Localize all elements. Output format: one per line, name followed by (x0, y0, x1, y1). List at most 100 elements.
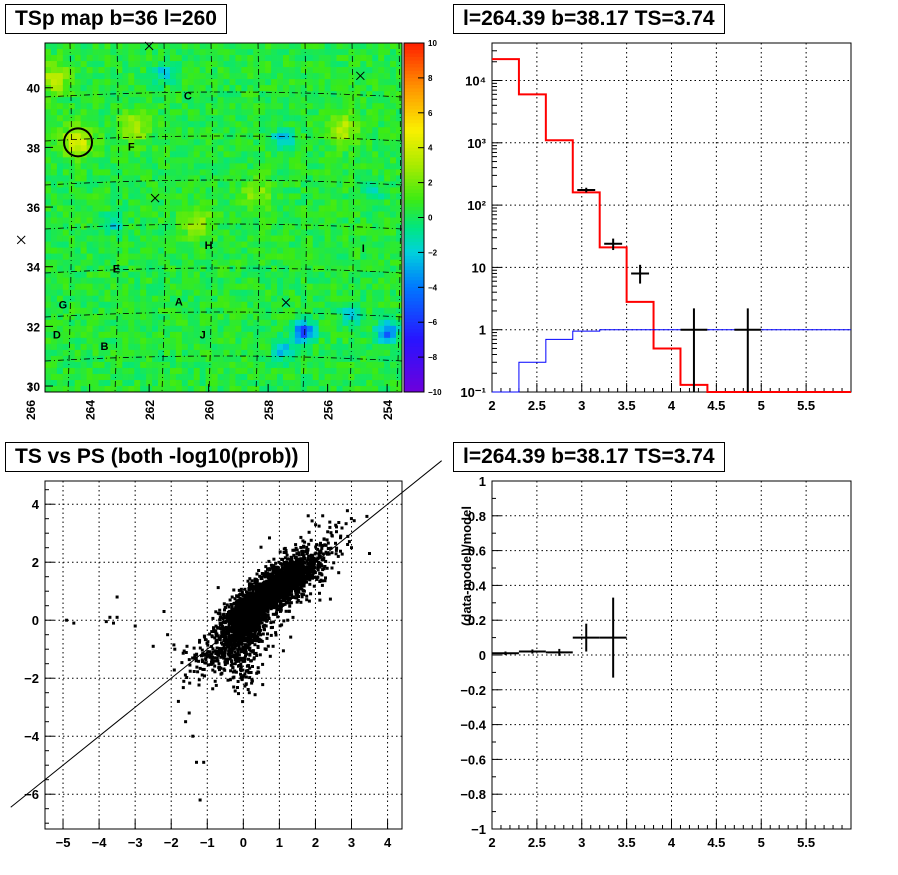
heatmap-cell (175, 355, 183, 363)
heatmap-cell (86, 229, 93, 236)
heatmap-cell (336, 211, 343, 218)
heatmap-cell (223, 247, 230, 255)
heatmap-cell (324, 295, 331, 303)
heatmap-cell (56, 109, 64, 116)
heatmap-cell (217, 241, 224, 248)
heatmap-cell (378, 361, 385, 369)
heatmap-cell (128, 169, 135, 176)
heatmap-cell (86, 247, 93, 255)
heatmap-cell (372, 385, 379, 393)
heatmap-cell (181, 373, 189, 381)
heatmap-cell (366, 115, 373, 122)
heatmap-cell (241, 277, 248, 285)
heatmap-cell (378, 61, 385, 68)
heatmap-cell (271, 199, 278, 206)
coordinate-grid-line (255, 42, 260, 393)
heatmap-cell (62, 49, 70, 56)
heatmap-cell (116, 211, 123, 218)
heatmap-cell (259, 175, 266, 182)
heatmap-cell (199, 43, 207, 50)
y-tick-label: −2 (24, 671, 39, 686)
heatmap-cell (300, 43, 308, 50)
heatmap-cell (306, 379, 314, 387)
heatmap-cell (199, 259, 207, 267)
heatmap-cell (80, 205, 88, 212)
heatmap-cell (86, 361, 93, 369)
heatmap-cell (80, 79, 88, 86)
heatmap-cell (122, 343, 129, 351)
heatmap-cell (104, 331, 111, 339)
heatmap-cell (336, 73, 343, 80)
heatmap-cell (294, 61, 302, 68)
heatmap-cell (342, 301, 349, 309)
heatmap-cell (330, 367, 337, 375)
heatmap-cell (158, 235, 165, 242)
heatmap-cell (312, 331, 320, 339)
heatmap-cell (164, 289, 171, 297)
heatmap-cell (223, 379, 230, 387)
heatmap-cell (312, 319, 320, 327)
heatmap-cell (199, 337, 207, 345)
heatmap-cell (283, 367, 290, 375)
heatmap-cell (169, 133, 177, 140)
heatmap-cell (86, 157, 93, 164)
heatmap-cell (98, 193, 105, 200)
heatmap-cell (199, 217, 207, 224)
colorbar-segment (404, 308, 424, 313)
heatmap-cell (74, 379, 82, 387)
heatmap-cell (152, 259, 159, 267)
heatmap-cell (259, 49, 266, 56)
heatmap-cell (122, 361, 129, 369)
heatmap-cell (211, 199, 218, 206)
heatmap-cell (152, 145, 159, 152)
heatmap-cell (354, 217, 361, 224)
heatmap-cell (152, 253, 159, 261)
heatmap-cell (104, 139, 111, 146)
heatmap-cell (342, 85, 349, 92)
heatmap-cell (348, 283, 355, 291)
heatmap-cell (223, 337, 230, 345)
heatmap-cell (211, 181, 218, 188)
heatmap-cell (158, 163, 165, 170)
heatmap-cell (74, 91, 82, 98)
heatmap-cell (146, 277, 153, 285)
heatmap-cell (247, 109, 254, 116)
heatmap-cell (128, 271, 135, 279)
heatmap-cell (318, 151, 326, 158)
heatmap-cell (253, 91, 260, 98)
heatmap-cell (384, 121, 391, 128)
heatmap-cell (342, 367, 349, 375)
heatmap-cell (45, 319, 52, 327)
heatmap-cell (360, 211, 367, 218)
heatmap-cell (164, 307, 171, 315)
heatmap-cell (62, 211, 70, 218)
heatmap-cell (110, 187, 117, 194)
heatmap-cell (74, 61, 82, 68)
colorbar-segment (404, 43, 424, 47)
heatmap-cell (235, 193, 242, 200)
heatmap-cell (360, 283, 367, 291)
heatmap-cell (253, 43, 260, 50)
heatmap-cell (283, 349, 290, 357)
heatmap-cell (306, 367, 314, 375)
heatmap-cell (68, 109, 76, 116)
scatter-point (301, 562, 305, 566)
heatmap-cell (318, 115, 326, 122)
heatmap-cell (187, 349, 195, 357)
heatmap-cell (306, 337, 314, 345)
heatmap-cell (98, 73, 105, 80)
heatmap-cell (378, 199, 385, 206)
heatmap-cell (158, 301, 165, 309)
heatmap-cell (288, 193, 296, 200)
heatmap-cell (360, 331, 367, 339)
heatmap-cell (306, 373, 314, 381)
heatmap-cell (312, 217, 320, 224)
heatmap-cell (360, 85, 367, 92)
heatmap-cell (116, 295, 123, 303)
heatmap-cell (152, 229, 159, 236)
heatmap-cell (288, 295, 296, 303)
heatmap-cell (140, 361, 147, 369)
heatmap-cell (116, 49, 123, 56)
heatmap-cell (390, 103, 397, 110)
heatmap-cell (187, 127, 195, 134)
